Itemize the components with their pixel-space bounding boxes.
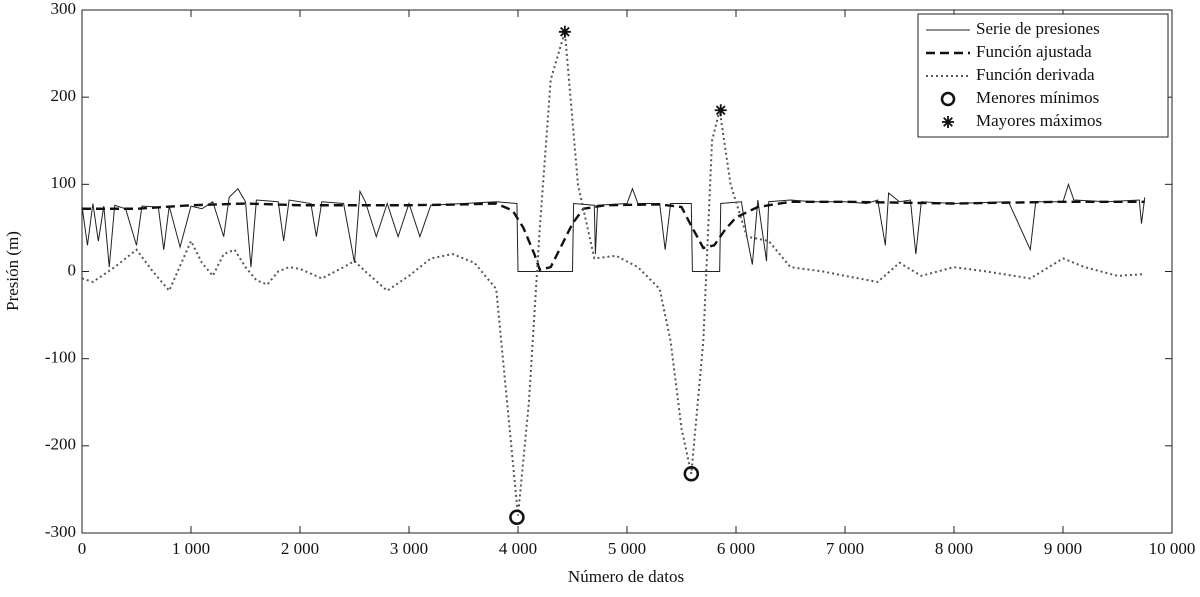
legend-swatch <box>940 91 956 107</box>
max-marker <box>714 104 727 117</box>
series-line <box>81 31 1145 516</box>
x-axis-label: Número de datos <box>568 567 684 586</box>
legend-label: Función ajustada <box>976 42 1092 61</box>
legend-label: Función derivada <box>976 65 1095 84</box>
min-marker <box>509 509 525 526</box>
y-tick-label: 300 <box>51 0 77 18</box>
y-tick-label: -200 <box>45 435 76 454</box>
series-line <box>82 200 1145 272</box>
legend-swatch <box>942 116 954 128</box>
x-tick-label: 6 000 <box>717 539 755 558</box>
legend-label: Serie de presiones <box>976 19 1100 38</box>
x-tick-label: 5 000 <box>608 539 646 558</box>
legend-label: Menores mínimos <box>976 88 1099 107</box>
y-tick-label: 200 <box>51 86 77 105</box>
x-tick-label: 8 000 <box>935 539 973 558</box>
min-marker <box>683 465 700 482</box>
x-tick-label: 2 000 <box>281 539 319 558</box>
y-axis-label: Presión (m) <box>3 231 22 311</box>
x-tick-label: 7 000 <box>826 539 864 558</box>
x-tick-label: 4 000 <box>499 539 537 558</box>
x-tick-label: 10 000 <box>1149 539 1196 558</box>
y-tick-label: -300 <box>45 522 76 541</box>
y-tick-label: -100 <box>45 348 76 367</box>
legend-label: Mayores máximos <box>976 111 1102 130</box>
legend-box <box>917 13 1169 138</box>
x-tick-label: 1 000 <box>172 539 210 558</box>
max-marker <box>558 25 571 38</box>
x-tick-label: 0 <box>78 539 87 558</box>
y-tick-label: 0 <box>68 260 77 279</box>
series-line <box>81 182 1146 272</box>
x-tick-label: 9 000 <box>1044 539 1082 558</box>
x-tick-label: 3 000 <box>390 539 428 558</box>
y-tick-label: 100 <box>51 173 77 192</box>
